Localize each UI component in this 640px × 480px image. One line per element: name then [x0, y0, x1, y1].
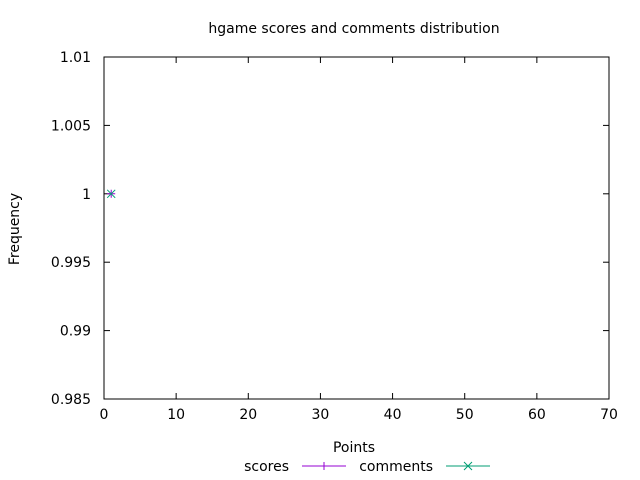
- x-tick-label: 0: [100, 407, 109, 423]
- x-axis-ticks: 0 10 20 30 40 50 60 70: [100, 57, 618, 423]
- legend-marker-scores: [320, 462, 328, 470]
- legend-label-comments: comments: [359, 459, 433, 475]
- x-axis-label: Points: [333, 440, 375, 456]
- y-axis-ticks: 0.985 0.99 0.995 1 1.005 1.01: [51, 50, 609, 408]
- x-tick-label: 10: [167, 407, 185, 423]
- chart-title: hgame scores and comments distribution: [208, 21, 499, 37]
- x-tick-label: 50: [456, 407, 474, 423]
- legend-label-scores: scores: [244, 459, 289, 475]
- x-tick-label: 40: [384, 407, 402, 423]
- y-tick-label: 0.995: [51, 255, 91, 271]
- x-tick-label: 30: [312, 407, 330, 423]
- y-tick-label: 0.99: [60, 324, 91, 340]
- data-point-comments: [106, 189, 116, 199]
- y-axis-label: Frequency: [7, 193, 23, 265]
- y-tick-label: 1: [82, 187, 91, 203]
- x-tick-label: 20: [239, 407, 257, 423]
- y-tick-label: 1.01: [60, 50, 91, 66]
- legend-marker-comments: [463, 461, 473, 471]
- series-layer: [106, 189, 116, 199]
- plot-frame: [103, 56, 610, 400]
- x-tick-label: 60: [528, 407, 546, 423]
- y-tick-label: 0.985: [51, 392, 91, 408]
- x-tick-label: 70: [600, 407, 618, 423]
- legend: scores comments: [244, 459, 490, 475]
- y-tick-label: 1.005: [51, 118, 91, 134]
